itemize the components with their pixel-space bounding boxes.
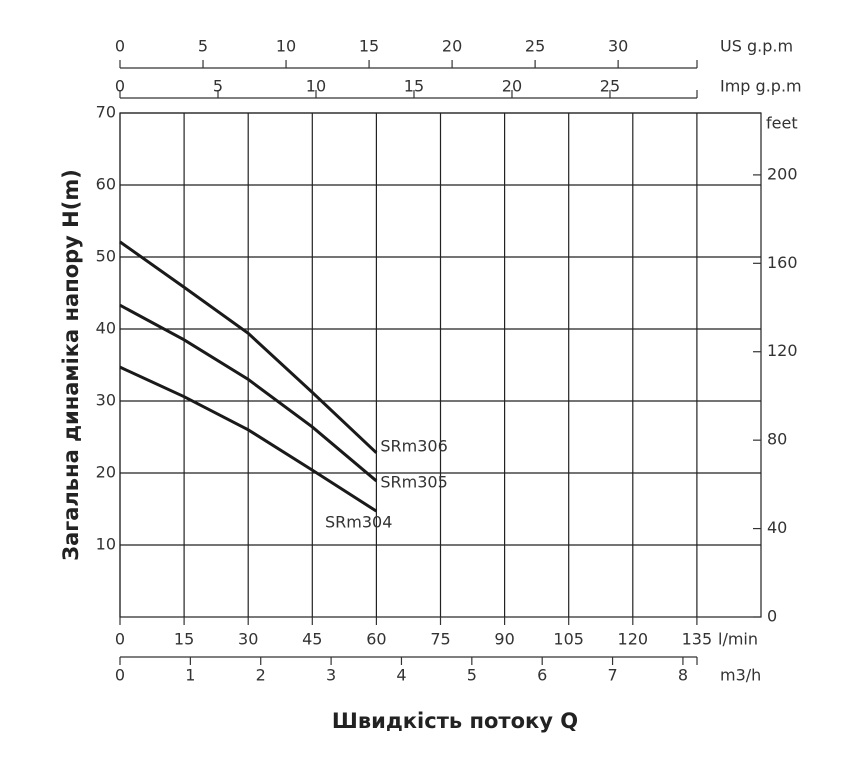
axis-tick-label: 8 [678,666,688,685]
x-tick-label: 75 [430,630,450,649]
series-label: SRm304 [325,513,392,532]
axis-tick-label: 0 [115,77,125,96]
y-tick-label: 10 [96,535,116,554]
x-tick-label: 45 [302,630,322,649]
axis-tick-label: 30 [608,37,628,56]
series-label: SRm305 [380,472,447,491]
axis-tick-label: 4 [396,666,406,685]
axis-tick-label: 15 [404,77,424,96]
y-tick-label: 50 [96,247,116,266]
y-tick-label: 70 [96,103,116,122]
y2-tick-label: 200 [767,164,798,183]
y2-tick-label: 80 [767,430,787,449]
axis-tick-label: 0 [115,37,125,56]
y2-tick-label: 0 [767,607,777,626]
x-tick-label: 105 [553,630,584,649]
axis-tick-label: 20 [502,77,522,96]
axis-tick-label: 10 [306,77,326,96]
axis-tick-label: 3 [326,666,336,685]
axis-tick-label: 2 [256,666,266,685]
y-axis-title: Загальна динаміка напору H(m) [59,169,83,561]
curve [119,365,378,513]
axis-tick-label: 5 [467,666,477,685]
series-label: SRm306 [380,436,447,455]
x-tick-label: 30 [238,630,258,649]
curve [119,240,378,454]
x-tick-label: 90 [494,630,514,649]
axis-tick-label: 10 [276,37,296,56]
axis-tick-label: 15 [359,37,379,56]
axis-unit: m3/h [720,666,761,685]
axis-tick-label: 5 [198,37,208,56]
curve [119,303,378,483]
y2-tick-label: 40 [767,518,787,537]
axis-unit: Imp g.p.m [720,77,802,96]
y2-tick-label: 160 [767,253,798,272]
axis-tick-label: 7 [607,666,617,685]
axis-tick-label: 20 [442,37,462,56]
y-tick-label: 40 [96,319,116,338]
y2-tick-label: 120 [767,341,798,360]
y-tick-label: 20 [96,463,116,482]
x-axis-title: Швидкість потоку Q [332,709,578,733]
y-tick-label: 60 [96,175,116,194]
x-tick-label: 120 [618,630,649,649]
axis-unit: US g.p.m [720,37,793,56]
axis-tick-label: 5 [213,77,223,96]
axis-tick-label: 0 [115,666,125,685]
x-tick-label: 15 [174,630,194,649]
y-tick-label: 30 [96,391,116,410]
x-tick-label: 135 [682,630,713,649]
x-tick-label: 0 [115,630,125,649]
axis-tick-label: 6 [537,666,547,685]
axis-tick-label: 25 [525,37,545,56]
y2-unit: feet [766,114,798,133]
x-unit: l/min [718,630,758,649]
x-tick-label: 60 [366,630,386,649]
axis-tick-label: 1 [185,666,195,685]
axis-tick-label: 25 [600,77,620,96]
